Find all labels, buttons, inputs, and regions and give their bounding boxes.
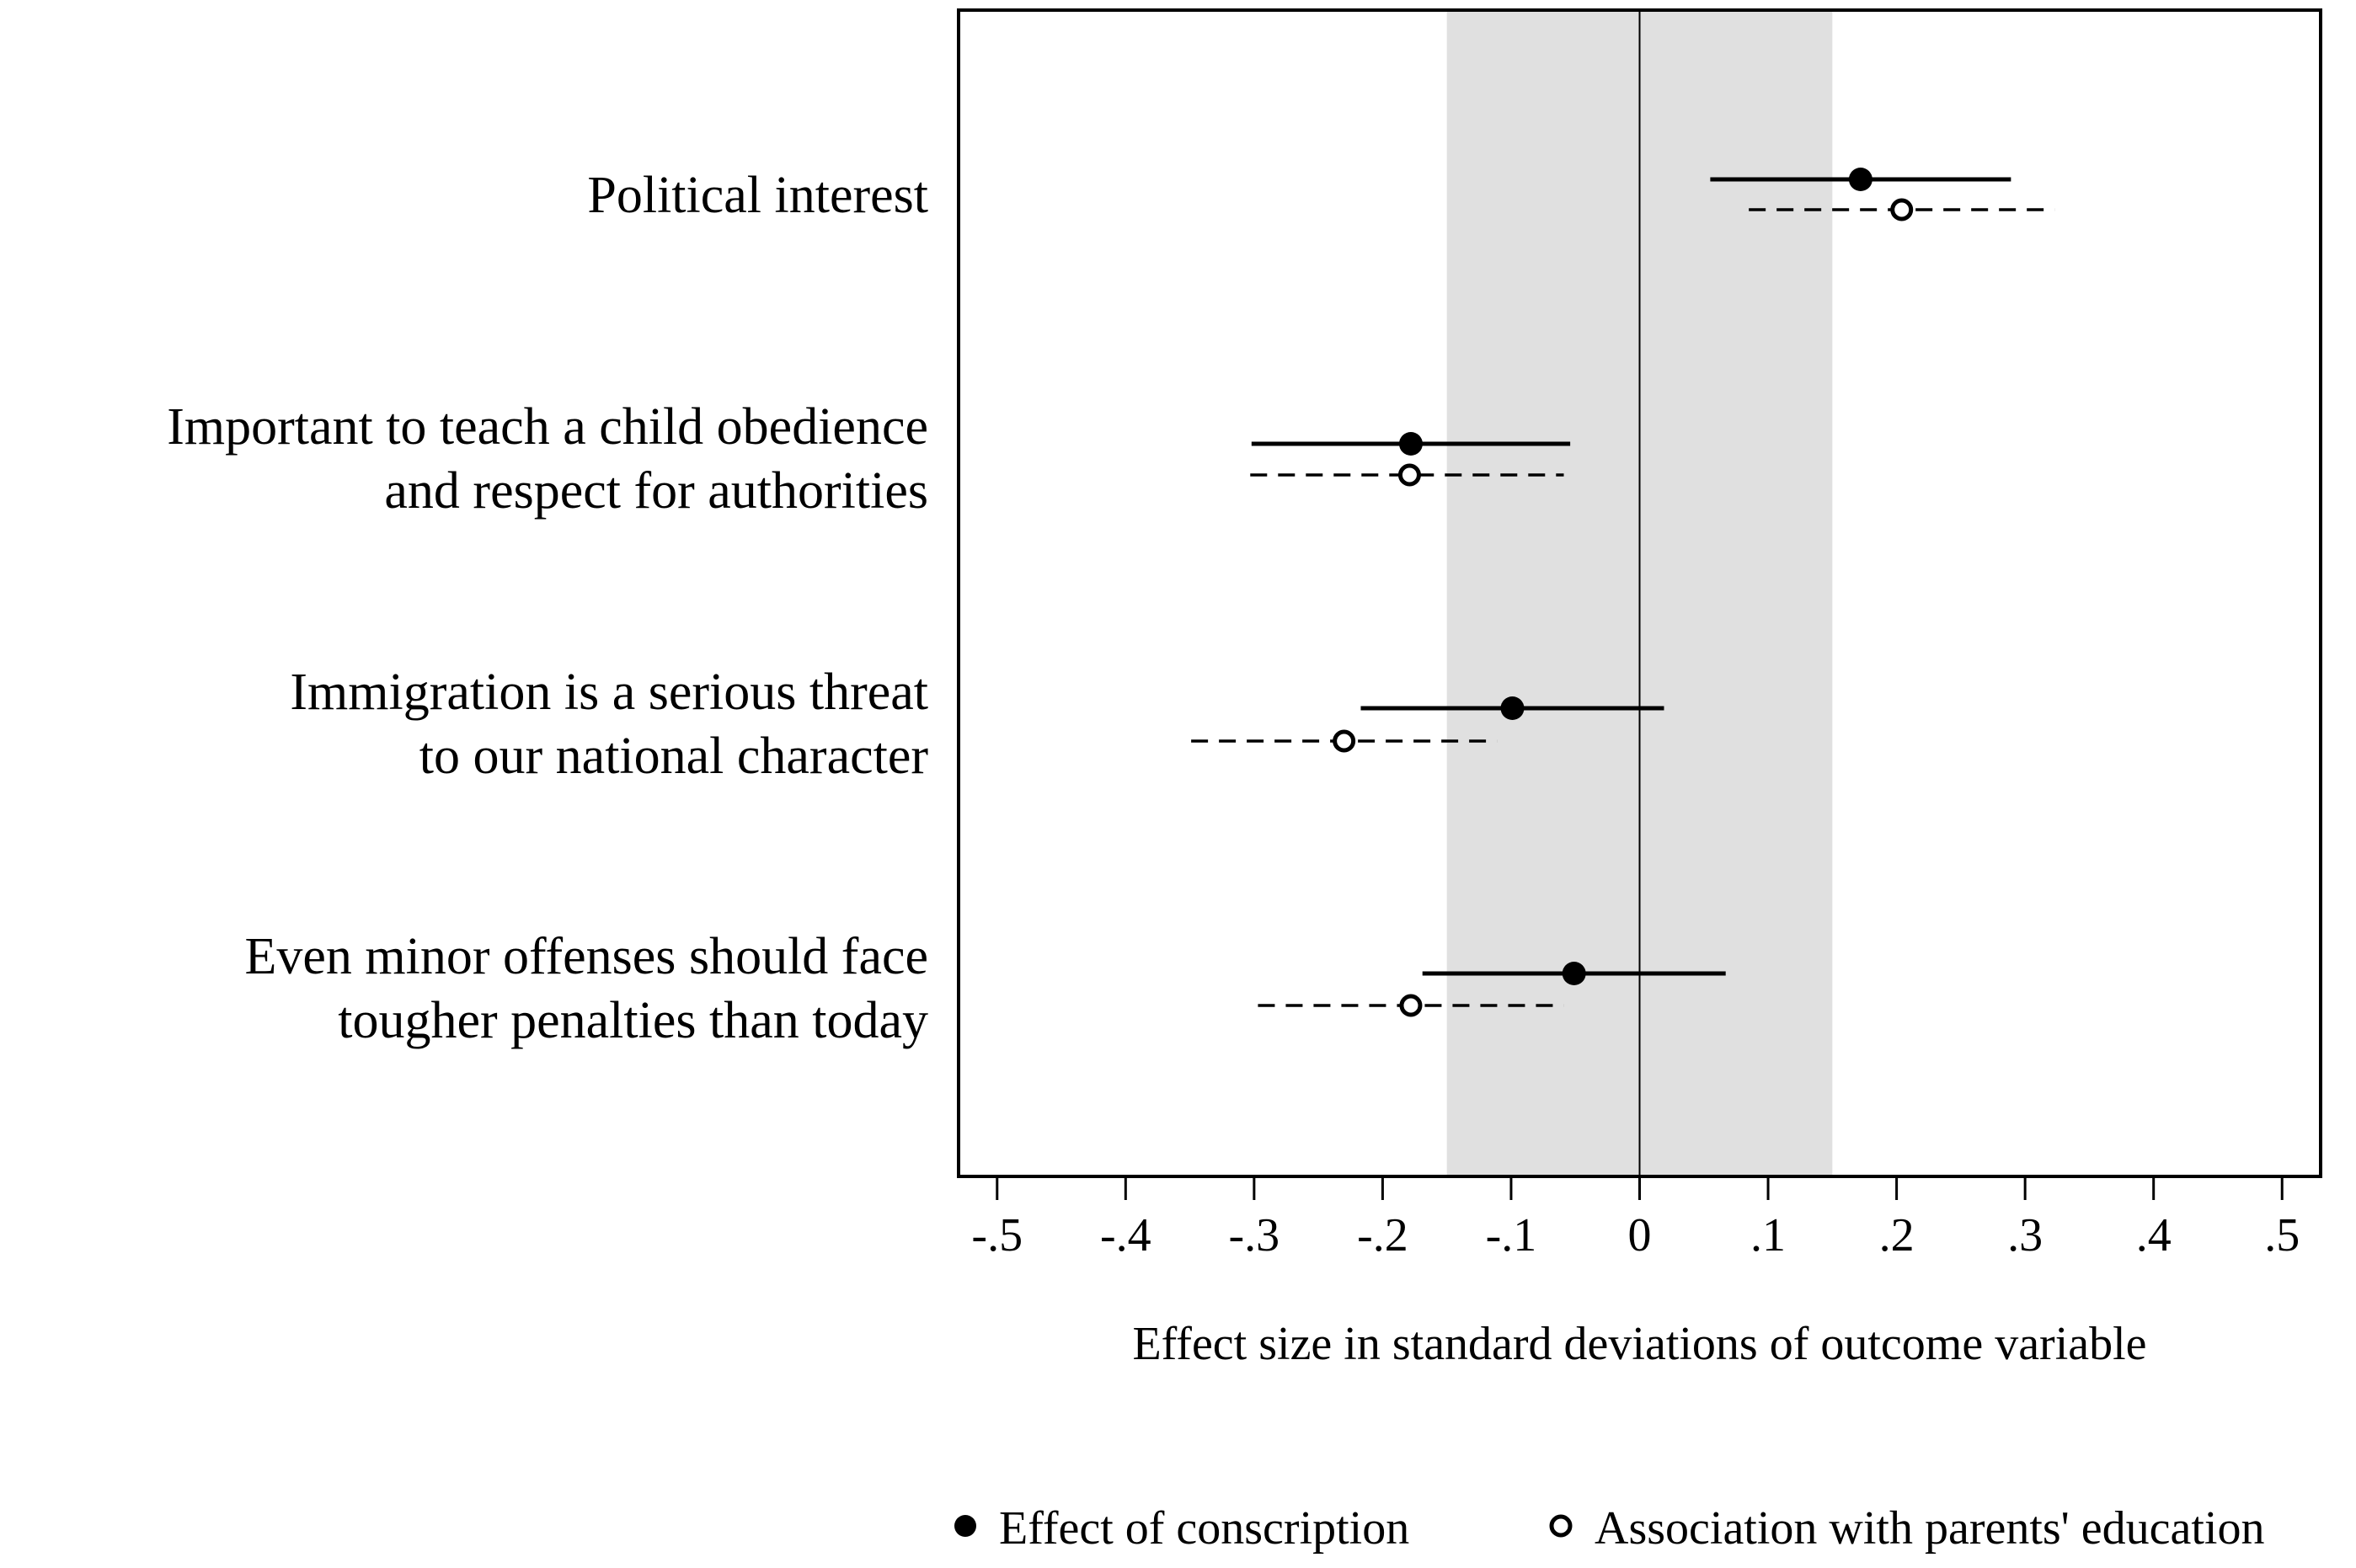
category-label: Even minor offenses should face: [244, 928, 928, 985]
point-conscription: [1562, 962, 1586, 985]
category-label: and respect for authorities: [384, 462, 928, 520]
point-parents-education: [1399, 994, 1423, 1017]
point-parents-education: [1397, 463, 1421, 487]
x-tick-label: -.1: [1486, 1209, 1537, 1261]
legend-marker-parents-education: [1549, 1514, 1573, 1538]
x-tick-label: 0: [1628, 1209, 1652, 1261]
point-conscription: [1848, 168, 1873, 191]
x-tick-label: .1: [1750, 1209, 1786, 1261]
category-label: Important to teach a child obedience: [167, 398, 928, 456]
x-tick-label: -.3: [1229, 1209, 1280, 1261]
point-parents-education: [1890, 198, 1914, 221]
x-axis-title: Effect size in standard deviations of ou…: [1132, 1318, 2146, 1370]
point-parents-education: [1333, 729, 1356, 753]
x-tick-label: .3: [2007, 1209, 2043, 1261]
legend-label: Association with parents' education: [1595, 1502, 2264, 1555]
point-conscription: [1500, 696, 1525, 720]
x-tick-label: -.2: [1357, 1209, 1408, 1261]
x-tick-label: .2: [1879, 1209, 1915, 1261]
point-conscription: [1398, 432, 1423, 456]
category-label: to our national character: [419, 728, 929, 785]
category-label: Immigration is a serious threat: [290, 664, 928, 721]
x-tick-label: .4: [2136, 1209, 2172, 1261]
legend-label: Effect of conscription: [999, 1502, 1409, 1555]
x-tick-label: .5: [2264, 1209, 2300, 1261]
category-label: Political interest: [587, 167, 928, 224]
category-label: tougher penalties than today: [338, 992, 928, 1049]
legend-marker-conscription: [954, 1515, 976, 1537]
x-tick-label: -.5: [971, 1209, 1023, 1261]
x-tick-label: -.4: [1100, 1209, 1151, 1261]
